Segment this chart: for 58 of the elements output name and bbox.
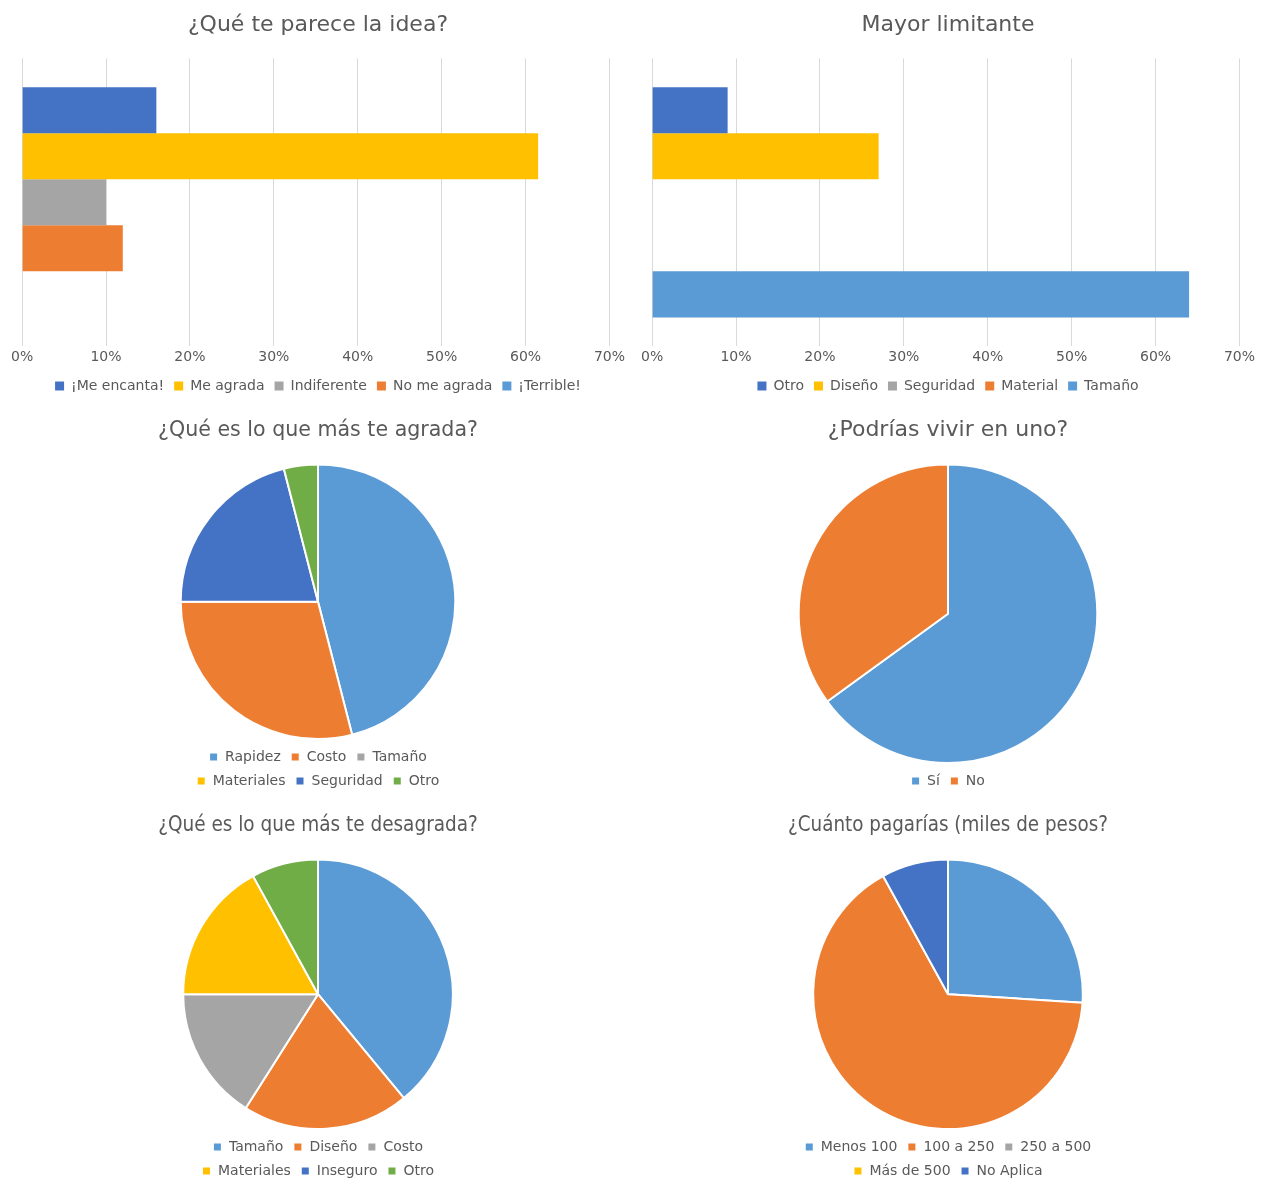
x-tick-label: 10% xyxy=(720,348,752,365)
legend-label: 250 a 500 xyxy=(1020,1137,1092,1154)
legend-label: Diseño xyxy=(309,1137,358,1154)
legend-label: Costo xyxy=(306,747,347,764)
x-tick-label: 60% xyxy=(509,348,542,365)
x-tick-label: 0% xyxy=(11,348,34,365)
legend-label: 100 a 250 xyxy=(923,1137,995,1154)
legend-label: ¡Me encanta! xyxy=(71,376,165,393)
chart-title: Mayor limitante xyxy=(861,10,1035,36)
legend-label: Rapidez xyxy=(225,747,281,764)
legend-label: Menos 100 xyxy=(820,1137,898,1154)
bar xyxy=(22,179,107,226)
bar xyxy=(22,133,539,180)
legend-label: Diseño xyxy=(829,376,878,393)
legend-label: Otro xyxy=(403,1161,434,1178)
x-tick-label: 60% xyxy=(1139,348,1172,365)
bar xyxy=(652,133,879,180)
legend-label: No Aplica xyxy=(976,1161,1043,1178)
legend-label: ¡Terrible! xyxy=(518,376,581,393)
x-tick-label: 10% xyxy=(90,348,122,365)
x-tick-label: 40% xyxy=(342,348,374,365)
legend-label: No me agrada xyxy=(392,376,493,393)
x-tick-label: 50% xyxy=(426,348,458,365)
chart-title: ¿Podrías vivir en uno? xyxy=(827,415,1069,441)
legend-label: Tamaño xyxy=(1083,376,1139,393)
bar xyxy=(22,225,123,272)
legend-label: Tamaño xyxy=(371,747,427,764)
x-tick-label: 70% xyxy=(1223,348,1255,365)
legend-label: No xyxy=(965,771,985,788)
legend-label: Seguridad xyxy=(903,376,976,393)
x-tick-label: 40% xyxy=(972,348,1004,365)
x-tick-label: 30% xyxy=(888,348,920,365)
bar xyxy=(652,271,1190,318)
x-tick-label: 20% xyxy=(174,348,206,365)
legend-label: Otro xyxy=(773,376,804,393)
x-tick-label: 20% xyxy=(804,348,836,365)
bar xyxy=(652,87,728,134)
chart-title: ¿Qué es lo que más te agrada? xyxy=(158,415,478,442)
legend-label: Indiferente xyxy=(290,376,367,393)
x-tick-label: 30% xyxy=(258,348,290,365)
legend-label: Materiales xyxy=(218,1161,291,1178)
legend-label: Tamaño xyxy=(227,1137,284,1154)
x-tick-label: 0% xyxy=(641,348,664,365)
legend-label: Más de 500 xyxy=(869,1161,951,1178)
legend-label: Material xyxy=(1001,376,1059,393)
x-tick-label: 50% xyxy=(1056,348,1088,365)
legend-label: Seguridad xyxy=(311,771,383,788)
legend-label: Otro xyxy=(408,771,440,788)
bar xyxy=(22,87,157,134)
chart-title: ¿Qué es lo que más te desagrada? xyxy=(158,810,478,837)
chart-title: ¿Qué te parece la idea? xyxy=(187,10,449,36)
legend-label: Materiales xyxy=(212,771,286,788)
legend-label: Sí xyxy=(927,771,941,788)
legend-label: Inseguro xyxy=(316,1161,378,1178)
chart-title: ¿Cuánto pagarías (miles de pesos? xyxy=(788,810,1108,837)
legend-label: Me agrada xyxy=(190,376,265,393)
legend-label: Costo xyxy=(383,1137,424,1154)
x-tick-label: 70% xyxy=(593,348,625,365)
